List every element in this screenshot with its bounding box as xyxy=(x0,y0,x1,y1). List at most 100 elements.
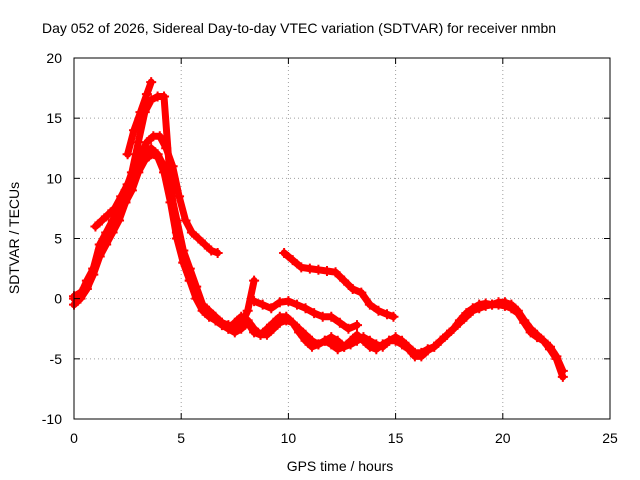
data-point-marker xyxy=(109,203,120,214)
data-point-marker xyxy=(268,317,279,328)
data-point-marker xyxy=(193,233,204,244)
x-tick-label: 25 xyxy=(602,430,618,446)
data-point-marker xyxy=(557,371,568,382)
chart-title: Day 052 of 2026, Sidereal Day-to-day VTE… xyxy=(42,20,556,36)
data-point-marker xyxy=(397,339,408,350)
data-point-marker xyxy=(266,303,277,314)
data-point-marker xyxy=(326,311,337,322)
data-point-marker xyxy=(103,209,114,220)
data-point-marker xyxy=(300,335,311,346)
data-point-marker xyxy=(296,262,307,273)
data-point-marker xyxy=(551,353,562,364)
data-point-marker xyxy=(422,345,433,356)
data-point-marker xyxy=(506,303,517,314)
data-point-marker xyxy=(382,309,393,320)
data-point-marker xyxy=(249,327,260,338)
data-point-marker xyxy=(467,305,478,316)
data-point-marker xyxy=(184,275,195,286)
satellite-track-7 xyxy=(249,296,363,334)
data-point-marker xyxy=(180,215,191,226)
y-tick-label: 20 xyxy=(46,50,62,66)
data-point-marker xyxy=(364,299,375,310)
y-axis-label: SDTVAR / TECUs xyxy=(6,182,22,294)
data-point-marker xyxy=(274,297,285,308)
data-point-marker xyxy=(377,339,388,350)
satellite-track-3 xyxy=(69,91,568,382)
data-point-marker xyxy=(339,341,350,352)
data-point-marker xyxy=(326,339,337,350)
data-point-marker xyxy=(146,143,157,154)
data-point-marker xyxy=(178,257,189,268)
data-point-marker xyxy=(474,303,485,314)
data-point-marker xyxy=(442,329,453,340)
data-point-marker xyxy=(236,311,247,322)
x-tick-label: 0 xyxy=(70,430,78,446)
data-point-marker xyxy=(135,107,146,118)
data-point-marker xyxy=(96,215,107,226)
series-group xyxy=(69,77,568,382)
y-tick-label: 5 xyxy=(54,231,62,247)
satellite-track-4 xyxy=(90,131,223,258)
data-point-marker xyxy=(291,299,302,310)
data-point-marker xyxy=(435,335,446,346)
data-point-marker xyxy=(313,339,324,350)
data-point-marker xyxy=(332,344,343,355)
data-point-marker xyxy=(364,341,375,352)
data-point-marker xyxy=(544,344,555,355)
data-point-marker xyxy=(313,264,324,275)
data-point-marker xyxy=(454,317,465,328)
x-axis-label: GPS time / hours xyxy=(287,458,394,474)
data-point-marker xyxy=(152,149,163,160)
data-point-marker xyxy=(161,143,172,154)
data-point-marker xyxy=(352,329,363,340)
data-point-marker xyxy=(171,227,182,238)
data-point-marker xyxy=(371,344,382,355)
satellite-track-6 xyxy=(122,77,157,160)
data-point-marker xyxy=(358,335,369,346)
y-tick-label: 15 xyxy=(46,110,62,126)
data-point-marker xyxy=(388,311,399,322)
y-tick-label: -5 xyxy=(50,351,63,367)
data-point-marker xyxy=(300,303,311,314)
data-point-marker xyxy=(317,311,328,322)
data-point-marker xyxy=(141,89,152,100)
data-point-marker xyxy=(319,335,330,346)
data-point-marker xyxy=(519,317,530,328)
data-point-marker xyxy=(242,317,253,328)
data-point-marker xyxy=(141,137,152,148)
data-point-marker xyxy=(174,191,185,202)
data-point-marker xyxy=(343,323,354,334)
data-point-marker xyxy=(135,149,146,160)
data-point-marker xyxy=(229,327,240,338)
data-point-marker xyxy=(294,327,305,338)
data-point-marker xyxy=(512,308,523,319)
data-point-marker xyxy=(122,179,133,190)
data-point-marker xyxy=(281,311,292,322)
data-point-marker xyxy=(129,167,140,178)
data-point-marker xyxy=(146,77,157,88)
data-point-marker xyxy=(345,335,356,346)
data-point-marker xyxy=(129,125,140,136)
data-point-marker xyxy=(249,296,260,307)
data-point-marker xyxy=(347,284,358,295)
y-tick-label: 10 xyxy=(46,170,62,186)
data-point-marker xyxy=(75,287,86,298)
data-point-marker xyxy=(416,351,427,362)
y-tick-label: -10 xyxy=(42,411,62,427)
axis-ticks: 0 5 10 15 20 25 -10 -5 0 5 10 15 20 xyxy=(42,50,618,446)
data-point-marker xyxy=(236,323,247,334)
data-point-marker xyxy=(352,320,363,331)
data-point-marker xyxy=(339,275,350,286)
data-point-marker xyxy=(255,329,266,340)
data-point-marker xyxy=(480,300,491,311)
data-point-marker xyxy=(332,335,343,346)
data-point-marker xyxy=(88,263,99,274)
x-tick-label: 15 xyxy=(388,430,404,446)
data-point-marker xyxy=(330,267,341,278)
data-point-marker xyxy=(306,341,317,352)
data-point-marker xyxy=(334,317,345,328)
data-point-marker xyxy=(403,344,414,355)
data-point-marker xyxy=(154,131,165,142)
data-point-marker xyxy=(223,323,234,334)
